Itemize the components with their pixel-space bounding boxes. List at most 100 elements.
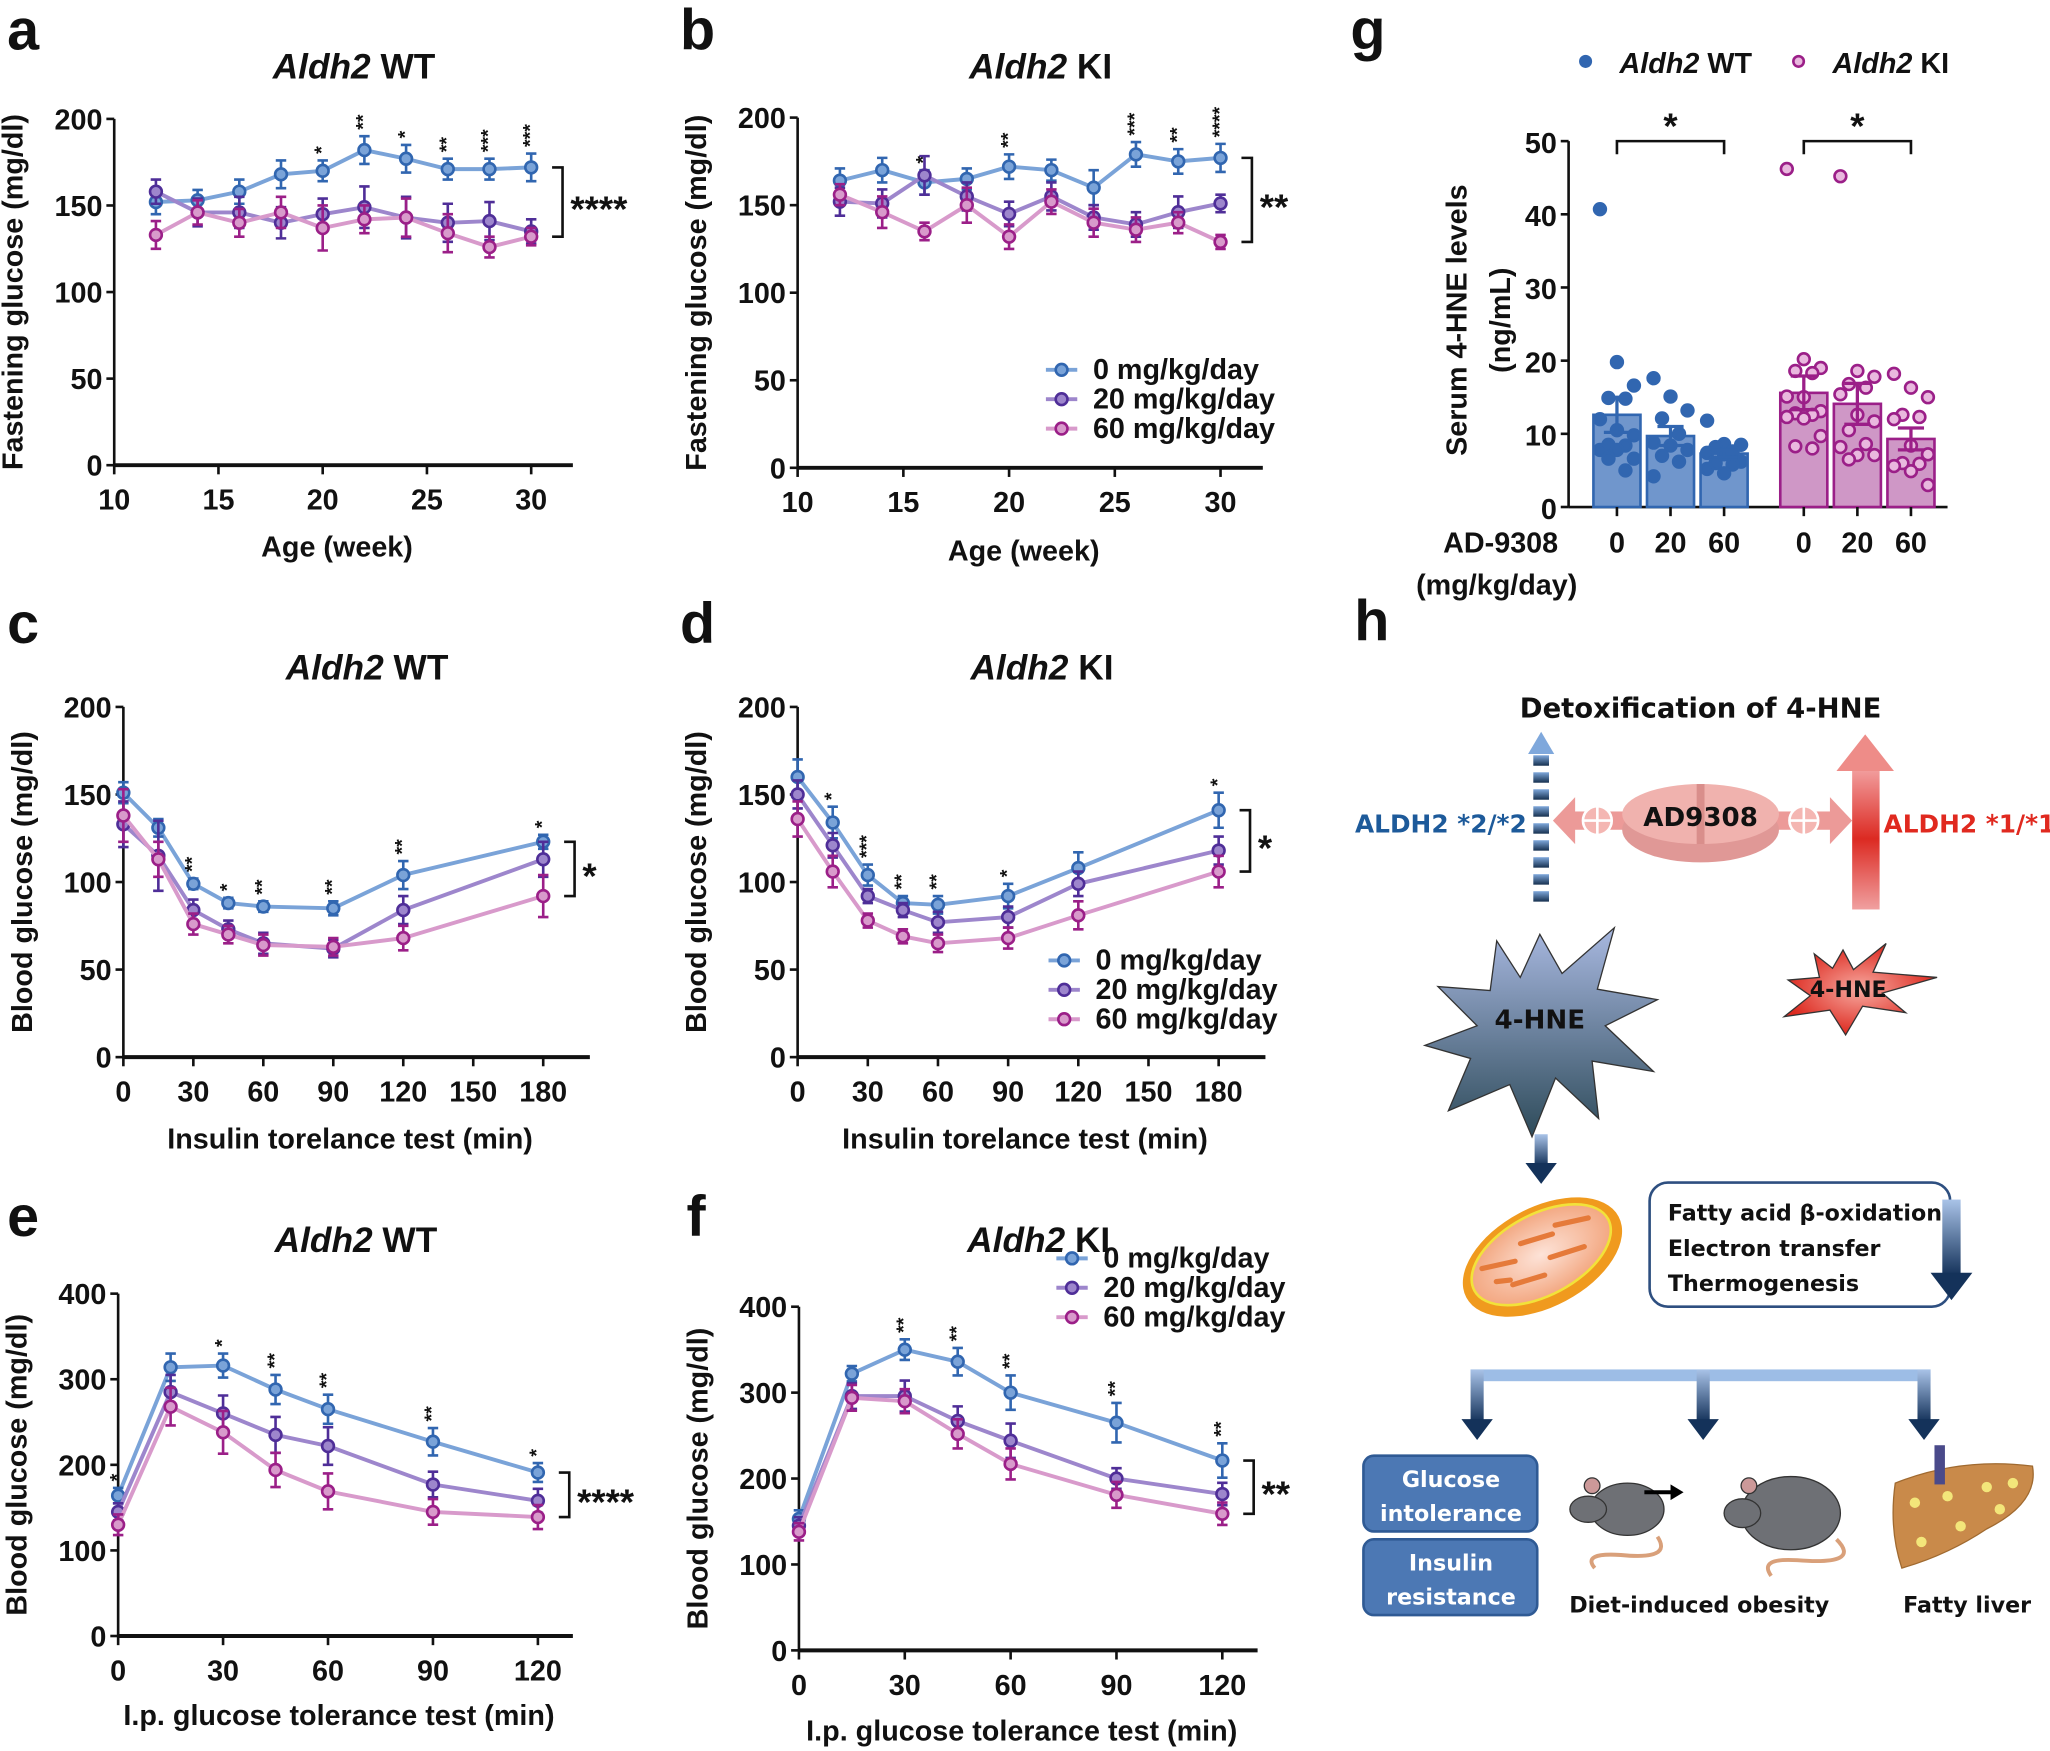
legend-marker	[1054, 362, 1069, 377]
significance-stars: **	[891, 874, 913, 890]
data-point	[1841, 452, 1857, 467]
significance-stars: **	[436, 137, 458, 153]
data-point	[917, 168, 932, 183]
data-point	[440, 161, 455, 177]
series-2	[110, 1386, 546, 1537]
data-point	[1779, 409, 1795, 425]
decrease-arrow-icon	[1930, 1199, 1973, 1301]
x-tick-label: 90	[317, 1077, 349, 1109]
legend-label: 0 mg/kg/day	[1103, 1243, 1269, 1275]
data-point	[875, 162, 890, 178]
outcome-liver-label: Fatty liver	[1903, 1592, 2031, 1618]
data-point	[320, 1402, 336, 1417]
y-tick-label: 200	[55, 104, 103, 136]
data-point	[930, 897, 946, 912]
panel-f-chart: f Aldh2 KI 0 100 200 300 400 0 30 60 90 120 Blood gl…	[682, 1185, 1290, 1747]
x-tick-label: 20	[1655, 528, 1687, 560]
data-point	[844, 1390, 860, 1405]
data-point	[1044, 162, 1059, 178]
data-point	[844, 1366, 860, 1381]
legend-marker	[1054, 421, 1069, 436]
x-tick-label: 25	[1099, 487, 1131, 519]
title-genotype: WT	[382, 1221, 437, 1260]
data-point	[256, 937, 271, 953]
significance-stars: ***	[1124, 112, 1146, 135]
data-point	[530, 1465, 546, 1480]
data-point	[1003, 1456, 1018, 1472]
title-genotype: KI	[1077, 47, 1112, 86]
outcome-box1-line2: intolerance	[1380, 1501, 1522, 1527]
x-tick-label: 10	[98, 485, 130, 517]
x-tick-label: 120	[1198, 1670, 1246, 1702]
legend-item: 20 mg/kg/day	[1045, 383, 1275, 415]
legend-label: 20 mg/kg/day	[1093, 383, 1275, 415]
legend-marker	[1057, 953, 1072, 968]
y-tick-label: 10	[1525, 421, 1557, 453]
data-point	[1867, 414, 1882, 429]
legend-label: 0 mg/kg/day	[1096, 945, 1262, 977]
significance-stars: *	[526, 1449, 548, 1457]
outcome-box2-line2: resistance	[1386, 1585, 1516, 1611]
x-tick-label: 30	[1205, 487, 1237, 519]
x-axis-label-line1: AD-9308	[1443, 528, 1558, 560]
bracket-significance: **	[1260, 187, 1289, 228]
data-point	[1841, 422, 1857, 438]
significance-stars: **	[353, 114, 375, 130]
x-tick-label: 90	[1100, 1670, 1132, 1702]
significance-stars: **	[316, 1372, 338, 1388]
data-point	[232, 215, 247, 230]
data-point	[1805, 441, 1820, 456]
x-tick-label: 120	[514, 1655, 562, 1687]
x-tick-label: 0	[1609, 528, 1625, 560]
legend-genotype: KI	[1920, 48, 1949, 80]
x-axis-label-line2: (mg/kg/day)	[1416, 570, 1577, 602]
significance-stars: *	[531, 820, 553, 828]
series-0	[832, 140, 1228, 207]
data-point	[1716, 466, 1732, 481]
data-point	[1601, 451, 1616, 466]
significance-stars: *	[821, 792, 843, 800]
data-point	[930, 915, 946, 930]
y-tick-label: 30	[1525, 274, 1557, 306]
legend-marker	[1054, 392, 1069, 407]
x-tick-label: 10	[782, 487, 814, 519]
y-tick-label: 200	[738, 692, 786, 724]
x-tick-label: 30	[889, 1670, 921, 1702]
title-gene: Aldh2	[285, 648, 384, 687]
bracket-significance: ****	[577, 1481, 635, 1522]
data-point	[148, 227, 164, 243]
data-point	[440, 225, 455, 241]
data-point	[860, 913, 875, 928]
y-tick-label: 150	[64, 780, 112, 812]
legend-marker	[1064, 1280, 1080, 1295]
comparison-significance: *	[1663, 106, 1678, 147]
data-point	[1109, 1415, 1124, 1430]
fatty-liver-icon	[1892, 1445, 2034, 1569]
drug-label: AD9308	[1643, 803, 1758, 833]
significance-stars: **	[322, 879, 344, 895]
y-tick-label: 0	[86, 451, 102, 483]
y-axis-label: Blood glucose (mg/dl)	[682, 1328, 714, 1630]
data-point	[1646, 435, 1661, 450]
legend-genotype: WT	[1707, 48, 1752, 80]
data-point	[1886, 458, 1902, 474]
data-point	[268, 1462, 283, 1478]
panel-letter-a: a	[7, 0, 40, 63]
chart-title: Aldh2 WT	[274, 1221, 438, 1260]
data-point	[1788, 439, 1803, 454]
data-point	[396, 867, 411, 883]
y-tick-label: 200	[58, 1450, 106, 1482]
data-point	[523, 229, 539, 244]
data-point	[1796, 352, 1811, 367]
right-genotype-label: ALDH2 *1/*1	[1884, 809, 2050, 838]
title-genotype: KI	[1078, 648, 1113, 687]
significance-stars: **	[264, 1353, 286, 1369]
legend-item: 0 mg/kg/day	[1048, 945, 1262, 977]
data-point	[1833, 439, 1848, 455]
data-point	[326, 901, 341, 916]
comparison-bracket	[1802, 139, 1913, 155]
data-point	[1654, 448, 1670, 463]
data-point	[825, 815, 840, 830]
data-point	[1850, 363, 1865, 379]
